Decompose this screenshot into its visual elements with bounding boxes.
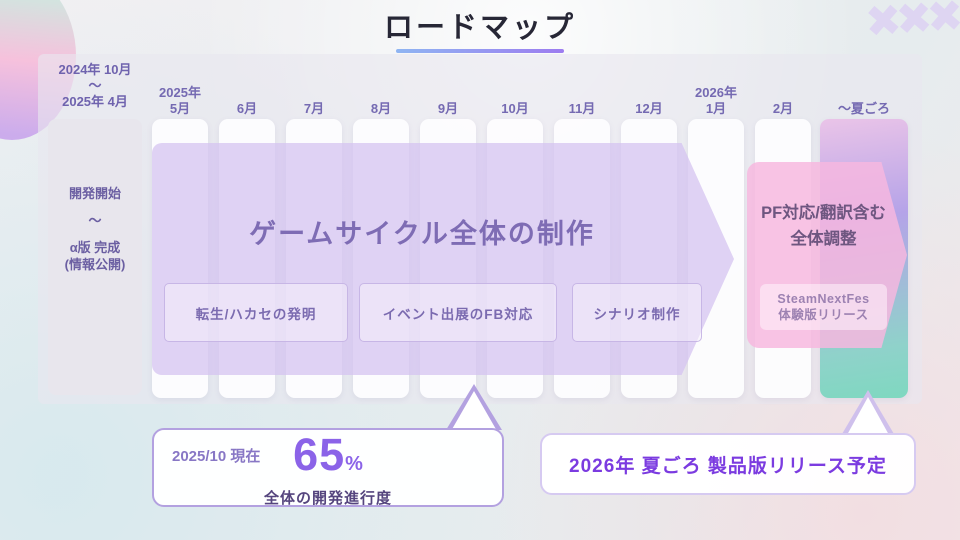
phase0-body-line: 開発開始 [68, 186, 121, 201]
phase0-body-line: (情報公開) [64, 257, 126, 272]
column-header: 7月 [269, 80, 359, 117]
progress-value: 65 [293, 429, 346, 480]
column-month-label: 6月 [236, 101, 258, 116]
column-month-label: 5月 [169, 101, 191, 116]
column-header: 10月 [470, 80, 560, 117]
column-month-label: 9月 [437, 101, 459, 116]
column-month-label: 2月 [772, 101, 794, 116]
progress-caption: 全体の開発進行度 [263, 490, 392, 507]
phase0-date-line: 2024年 10月 [58, 62, 132, 77]
title-underline [396, 49, 564, 53]
column-header: 8月 [336, 80, 426, 117]
column-month-label: 7月 [303, 101, 325, 116]
page-title: ロードマップ [383, 12, 576, 44]
column-year-label: 2025年 [159, 85, 201, 100]
column-month-label: 11月 [568, 101, 596, 116]
column-month-label: ～夏ごろ [837, 101, 890, 116]
title-block: ロードマップ [0, 4, 960, 53]
phase0-body-line: α版 完成 [69, 240, 121, 255]
progress-value-row: 65% [154, 431, 502, 490]
phase0-date-line: 2025年 4月 [62, 94, 128, 109]
release-callout-pointer-fill [847, 397, 889, 435]
phase0-date-line: ～ [88, 78, 102, 93]
progress-callout-pointer-fill [451, 391, 497, 431]
badge-line1: SteamNextFes [777, 292, 870, 306]
progress-unit: % [345, 453, 363, 475]
badge-line2: 体験版リリース [778, 308, 869, 322]
column-year-label: 2026年 [695, 85, 737, 100]
column-header: 6月 [202, 80, 292, 117]
column-header: ～夏ごろ [819, 80, 909, 117]
main-phase-label: ゲームサイクル全体の制作 [249, 219, 595, 249]
column-header: 12月 [604, 80, 694, 117]
phase0-column: 開発開始 ～ α版 完成 (情報公開) [48, 119, 142, 395]
phase0-date-range: 2024年 10月 ～ 2025年 4月 [40, 62, 150, 110]
column-header: 9月 [403, 80, 493, 117]
steam-next-fes-badge: SteamNextFes 体験版リリース [760, 284, 887, 330]
task-box-rebirth: 転生/ハカセの発明 [164, 283, 348, 342]
column-month-label: 12月 [635, 101, 663, 116]
column-header: 2月 [738, 80, 828, 117]
progress-as-of: 2025/10 現在 [172, 448, 261, 465]
column-header: 2026年 1月 [671, 80, 761, 117]
task-box-event-fb: イベント出展のFB対応 [359, 283, 557, 342]
final-phase-label: PF対応/翻訳含む 全体調整 [747, 200, 900, 252]
progress-callout: 2025/10 現在 65% 全体の開発進行度 [152, 428, 504, 507]
release-callout: 2026年 夏ごろ 製品版リリース予定 [540, 433, 916, 495]
final-phase-label-line2: 全体調整 [790, 230, 857, 248]
column-header: 2025年 5月 [135, 80, 225, 117]
column-month-label: 1月 [705, 101, 727, 116]
final-phase-label-line1: PF対応/翻訳含む [761, 204, 886, 222]
column-header: 11月 [537, 80, 627, 117]
phase0-body-line: ～ [88, 213, 102, 228]
column-month-label: 8月 [370, 101, 392, 116]
column-month-label: 10月 [501, 101, 529, 116]
task-box-scenario: シナリオ制作 [572, 283, 702, 342]
